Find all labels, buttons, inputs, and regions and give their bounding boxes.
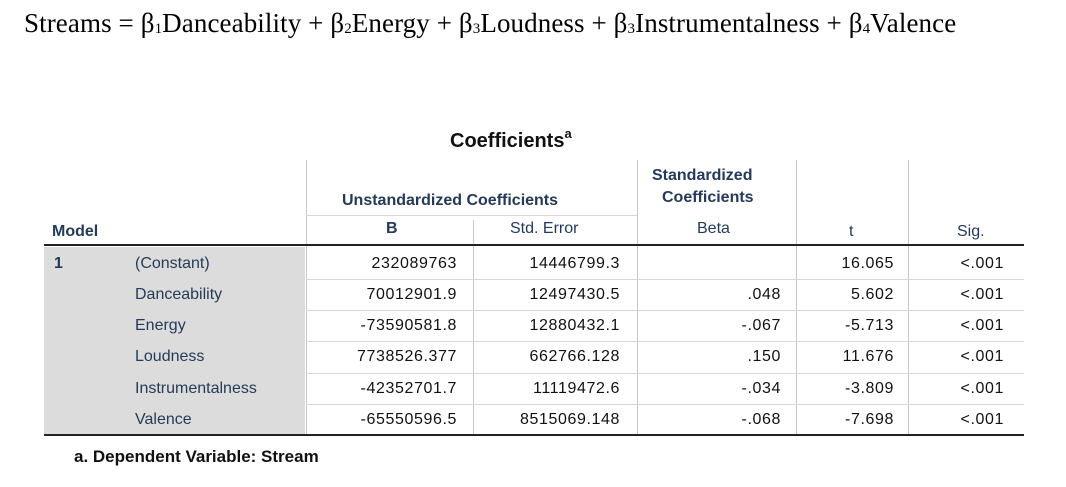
header-unstandardized: Unstandardized Coefficients <box>342 192 559 209</box>
equation-subscript: 4 <box>862 21 871 37</box>
cell-std-error: 8515069.148 <box>519 411 620 428</box>
row-label-constant: (Constant) <box>135 255 210 272</box>
equation-part: Valence <box>870 8 957 38</box>
cell-std-error: 11119472.6 <box>533 380 620 397</box>
grid-line <box>908 160 909 435</box>
equation-subscript: 2 <box>344 21 352 37</box>
table-title-text: Coefficients <box>450 130 565 152</box>
equation-subscript: 3 <box>472 21 481 37</box>
header-rule <box>44 244 1024 246</box>
equation-part: Energy + β <box>351 8 473 38</box>
header-sig: Sig. <box>957 223 985 240</box>
cell-std-error: 14446799.3 <box>529 255 620 272</box>
grid-line <box>306 341 1024 342</box>
cell-beta: -.034 <box>741 380 781 397</box>
cell-b: 70012901.9 <box>366 286 457 303</box>
row-label-valence: Valence <box>135 411 192 428</box>
header-standardized-line2: Coefficients <box>662 189 754 206</box>
row-label-loudness: Loudness <box>135 348 205 365</box>
grid-line <box>637 160 638 435</box>
cell-sig: <.001 <box>960 286 1004 303</box>
cell-t: -3.809 <box>845 380 894 397</box>
cell-sig: <.001 <box>960 317 1004 334</box>
row-label-danceability: Danceability <box>135 286 223 303</box>
row-label-background <box>44 247 305 435</box>
header-standardized-line1: Standardized <box>652 167 753 184</box>
cell-t: 5.602 <box>850 286 894 303</box>
grid-line <box>306 373 1024 374</box>
table-title: Coefficientsa <box>450 126 572 153</box>
cell-b: -42352701.7 <box>360 380 457 397</box>
header-b: B <box>386 220 398 237</box>
header-t: t <box>849 223 854 240</box>
cell-t: -5.713 <box>845 317 894 334</box>
grid-line <box>796 160 797 435</box>
equation-part: Streams = β <box>24 8 155 38</box>
cell-t: 11.676 <box>842 348 894 365</box>
row-label-instrumentalness: Instrumentalness <box>135 380 257 397</box>
equation-part: Loudness + β <box>480 8 628 38</box>
equation-subscript: 1 <box>154 21 163 37</box>
bottom-rule <box>44 434 1024 436</box>
cell-b: 7738526.377 <box>356 348 457 365</box>
cell-beta: .048 <box>747 286 781 303</box>
cell-beta: -.068 <box>741 411 781 428</box>
grid-line <box>306 160 307 435</box>
grid-line <box>473 220 474 435</box>
cell-std-error: 12497430.5 <box>529 286 620 303</box>
cell-sig: <.001 <box>960 411 1004 428</box>
model-number: 1 <box>54 255 63 272</box>
table-title-footnote-marker: a <box>564 126 572 141</box>
regression-equation: Streams = β1Danceability + β2Energy + β3… <box>24 8 956 39</box>
equation-subscript: 3 <box>627 21 636 37</box>
cell-sig: <.001 <box>960 380 1004 397</box>
table-footnote: a. Dependent Variable: Stream <box>74 447 319 466</box>
cell-b: -65550596.5 <box>360 411 457 428</box>
equation-part: Danceability + β <box>162 8 345 38</box>
cell-t: -7.698 <box>845 411 894 428</box>
grid-line <box>306 215 637 216</box>
equation-part: Instrumentalness + β <box>635 8 863 38</box>
cell-b: 232089763 <box>371 255 457 272</box>
header-beta: Beta <box>697 220 730 237</box>
cell-b: -73590581.8 <box>360 317 457 334</box>
cell-t: 16.065 <box>841 255 894 272</box>
cell-std-error: 662766.128 <box>529 348 620 365</box>
grid-line <box>306 279 1024 280</box>
cell-beta: -.067 <box>741 317 781 334</box>
header-std-error: Std. Error <box>510 220 579 237</box>
row-label-energy: Energy <box>135 317 186 334</box>
cell-sig: <.001 <box>960 348 1004 365</box>
grid-line <box>306 404 1024 405</box>
cell-beta: .150 <box>747 348 781 365</box>
cell-std-error: 12880432.1 <box>529 317 620 334</box>
header-model: Model <box>52 223 99 240</box>
grid-line <box>306 310 1024 311</box>
cell-sig: <.001 <box>960 255 1004 272</box>
